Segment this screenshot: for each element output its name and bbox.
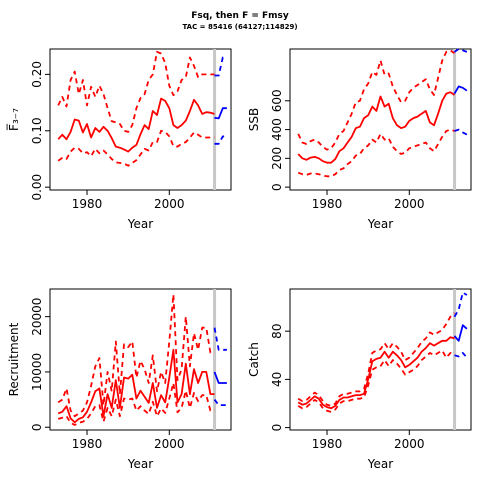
x-tick-label: 2000 [394, 437, 425, 451]
y-tick-label: 0 [270, 424, 284, 432]
y-tick-label: 40 [270, 372, 284, 387]
x-tick-label: 1980 [312, 197, 343, 211]
plot-frame [289, 48, 472, 191]
history-median-line [297, 336, 455, 410]
y-tick-label: 400 [270, 118, 284, 141]
x-tick-label: 1980 [72, 197, 103, 211]
plot-frame [289, 288, 472, 431]
history-lower-line [297, 349, 455, 413]
forecast-lower-line [454, 128, 468, 136]
history-lower-line [57, 382, 215, 426]
y-tick-label: 10000 [30, 353, 44, 391]
y-axis-label: Recruitment [7, 322, 21, 396]
history-median-line [57, 348, 215, 424]
panel-catch: 1980 2000 0 40 80 Year Catch [247, 288, 472, 471]
y-tick-label: 0.10 [30, 117, 44, 144]
forecast-upper-line [214, 56, 227, 77]
forecast-median-line [214, 107, 227, 120]
y-axis-label: Catch [247, 342, 261, 377]
history-upper-line [57, 293, 215, 418]
forecast-lower-line [214, 135, 227, 145]
forecast-upper-line [213, 327, 227, 351]
y-axis-label: SSB [247, 108, 261, 131]
y-tick-label: 200 [270, 147, 284, 170]
y-tick-label: 0 [30, 423, 44, 431]
x-tick-label: 1980 [312, 437, 343, 451]
x-tick-label: 2000 [154, 437, 185, 451]
forecast-median-line [453, 324, 468, 342]
panel-fbar: 1980 2000 0.00 0.10 0.20 Year F̅₃₋₇ [6, 48, 232, 231]
x-tick-label: 2000 [394, 197, 425, 211]
history-median-line [57, 97, 215, 153]
forecast-lower-line [454, 351, 468, 359]
y-tick-label: 0.00 [30, 174, 44, 201]
y-tick-label: 0 [270, 183, 284, 191]
x-tick-label: 2000 [154, 197, 185, 211]
plot-frame [49, 48, 232, 191]
history-upper-line [297, 49, 456, 151]
history-median-line [297, 91, 456, 164]
x-axis-label: Year [127, 457, 153, 471]
forecast-upper-line [453, 48, 468, 53]
forecast-lower-line [213, 399, 227, 407]
x-axis-label: Year [367, 457, 393, 471]
chart-title: Fsq, then F = Fmsy [191, 11, 289, 21]
chart-subtitle: TAC = 85416 (64127;114829) [182, 23, 298, 31]
y-axis-label: F̅₃₋₇ [6, 108, 21, 131]
panel-ssb: 1980 2000 0 200 400 600 Year SSB [247, 48, 472, 231]
history-upper-line [57, 50, 215, 133]
y-tick-label: 80 [270, 324, 284, 339]
x-axis-label: Year [127, 217, 153, 231]
y-tick-label: 600 [270, 89, 284, 112]
forecast-median-line [213, 371, 227, 384]
forecast-upper-line [453, 291, 468, 318]
plot-frame [49, 288, 232, 431]
x-tick-label: 1980 [72, 437, 103, 451]
x-axis-label: Year [367, 217, 393, 231]
forecast-median-line [453, 85, 468, 95]
y-tick-label: 0.20 [30, 61, 44, 88]
y-tick-label: 20000 [30, 298, 44, 336]
history-lower-line [297, 128, 455, 178]
history-lower-line [57, 129, 215, 167]
